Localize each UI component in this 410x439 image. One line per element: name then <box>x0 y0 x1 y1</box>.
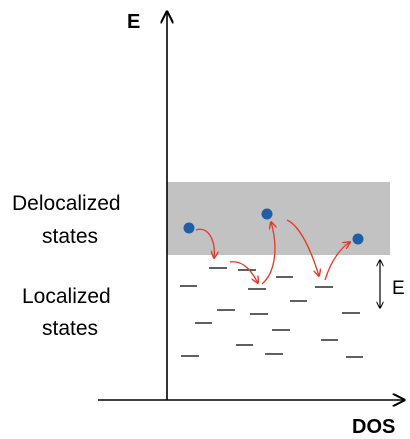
electrons <box>183 208 364 245</box>
localized-state-levels <box>180 267 363 358</box>
delocalized-label-line1: Delocalized <box>12 192 121 215</box>
electron <box>261 208 273 220</box>
dos-axis-label: DOS <box>352 416 395 438</box>
localized-label-line1: Localized <box>22 285 111 308</box>
hop-arrow <box>324 242 350 281</box>
hop-arrow <box>286 219 319 276</box>
localized-label-line2: states <box>42 317 98 340</box>
energy-gap-label: E <box>392 278 405 299</box>
electron <box>352 233 364 245</box>
energy-axis-label: E <box>127 11 140 33</box>
hop-arrow <box>261 222 275 285</box>
hopping-arrows <box>195 219 350 285</box>
delocalized-band <box>167 182 390 255</box>
hop-arrow <box>229 261 258 283</box>
delocalized-label-line2: states <box>42 225 98 248</box>
hop-arrow <box>195 228 214 258</box>
electron <box>183 222 195 234</box>
